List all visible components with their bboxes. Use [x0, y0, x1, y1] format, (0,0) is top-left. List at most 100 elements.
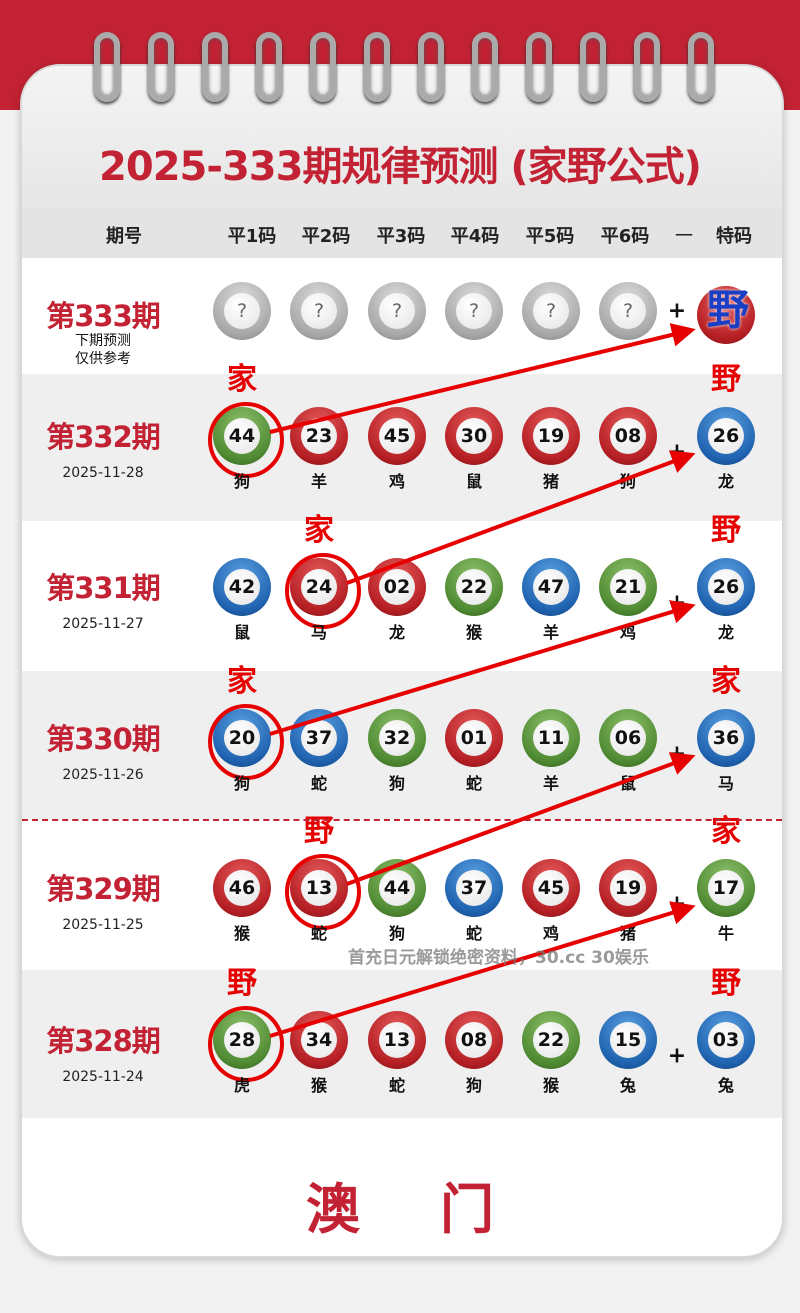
ball-number: 01 [456, 720, 492, 756]
ball-number: 30 [456, 418, 492, 454]
number-ball: 13 [368, 1011, 426, 1069]
number-ball: 19 [522, 407, 580, 465]
ball-number: 15 [610, 1022, 646, 1058]
highlight-mark: 野 [227, 966, 257, 1001]
zodiac-label: 狗 [388, 774, 406, 793]
period-date: 2025-11-27 [62, 616, 144, 632]
special-ball: 17 [697, 859, 755, 917]
zodiac-label: 猪 [619, 924, 637, 943]
ball-unknown: ? [599, 282, 657, 340]
ball-number: 08 [610, 418, 646, 454]
number-ball: 15 [599, 1011, 657, 1069]
ball-number: 37 [456, 870, 492, 906]
zodiac-label: 马 [717, 774, 735, 793]
zodiac-label: 鸡 [619, 623, 637, 642]
special-mark: 家 [711, 664, 741, 699]
highlight-mark: 家 [304, 513, 334, 548]
plus-sign: + [667, 590, 687, 616]
ball-number: ? [379, 293, 415, 329]
zodiac-label: 猴 [542, 1076, 560, 1095]
ball-number: 22 [456, 569, 492, 605]
header-col-3: 平3码 [376, 226, 426, 247]
ball-number: 45 [379, 418, 415, 454]
ball-number: 32 [379, 720, 415, 756]
zodiac-label: 猴 [310, 1076, 328, 1095]
plus-sign: + [667, 298, 687, 324]
ball-number: 13 [301, 870, 337, 906]
ball-number: 44 [224, 418, 260, 454]
zodiac-label: 羊 [310, 472, 328, 491]
ball-number: 37 [301, 720, 337, 756]
ball-number: 44 [379, 870, 415, 906]
ball-unknown: ? [445, 282, 503, 340]
zodiac-label: 蛇 [310, 774, 328, 793]
ball-number: ? [301, 293, 337, 329]
header-col-6: 平6码 [600, 226, 650, 247]
plus-sign: + [667, 439, 687, 465]
ring [310, 32, 336, 102]
period-label: 第330期 [46, 722, 161, 756]
ad-overlay-text[interactable]: 首充日元解锁绝密资料，30.cc 30娱乐 [348, 948, 649, 968]
ring [634, 32, 660, 102]
number-ball: 34 [290, 1011, 348, 1069]
period-label: 第331期 [46, 571, 161, 605]
ball-number: ? [224, 293, 260, 329]
number-ball: 22 [445, 558, 503, 616]
number-ball: 06 [599, 709, 657, 767]
number-ball: 02 [368, 558, 426, 616]
number-ball: 19 [599, 859, 657, 917]
zodiac-label: 猪 [542, 472, 560, 491]
ring [94, 32, 120, 102]
ring [472, 32, 498, 102]
number-ball: 20 [208, 704, 284, 780]
ball-number: 26 [708, 418, 744, 454]
number-ball: 01 [445, 709, 503, 767]
ball-unknown: ? [290, 282, 348, 340]
period-date: 2025-11-25 [62, 917, 144, 933]
zodiac-label: 羊 [542, 774, 560, 793]
header-col-1: 平1码 [227, 226, 277, 247]
page-title: 2025-333期规律预测 (家野公式) [99, 144, 702, 190]
zodiac-label: 牛 [717, 924, 735, 943]
zodiac-label: 羊 [542, 623, 560, 642]
ball-number: ? [533, 293, 569, 329]
ball-number: 45 [533, 870, 569, 906]
special-ball: 26 [697, 407, 755, 465]
ring [418, 32, 444, 102]
ball-number: 11 [533, 720, 569, 756]
ball-number: 26 [708, 569, 744, 605]
period-label: 第328期 [46, 1024, 161, 1058]
special-ball: 36 [697, 709, 755, 767]
special-mark: 野 [711, 362, 741, 397]
ball-number: 47 [533, 569, 569, 605]
ring [364, 32, 390, 102]
ball-number: 34 [301, 1022, 337, 1058]
header-period: 期号 [106, 226, 142, 247]
ring [148, 32, 174, 102]
ball-number: 17 [708, 870, 744, 906]
zodiac-label: 龙 [388, 623, 406, 642]
ball-number: 28 [224, 1022, 260, 1058]
number-ball: 21 [599, 558, 657, 616]
ring [688, 32, 714, 102]
ball-number: 19 [533, 418, 569, 454]
ring [526, 32, 552, 102]
period-note: 下期预测 [75, 333, 131, 349]
ball-unknown: ? [522, 282, 580, 340]
zodiac-label: 鼠 [619, 774, 637, 793]
special-ball [697, 286, 755, 344]
ball-number: 42 [224, 569, 260, 605]
number-ball: 45 [522, 859, 580, 917]
number-ball: 44 [208, 402, 284, 478]
period-date: 2025-11-26 [62, 767, 144, 783]
zodiac-label: 蛇 [465, 774, 483, 793]
header-col-5: 平5码 [525, 226, 575, 247]
zodiac-label: 猴 [465, 623, 483, 642]
number-ball: 30 [445, 407, 503, 465]
ring [256, 32, 282, 102]
number-ball: 08 [445, 1011, 503, 1069]
header-col-4: 平4码 [450, 226, 500, 247]
plus-sign: + [667, 1043, 687, 1069]
ball-number: 36 [708, 720, 744, 756]
header-sep: 一 [675, 226, 693, 247]
